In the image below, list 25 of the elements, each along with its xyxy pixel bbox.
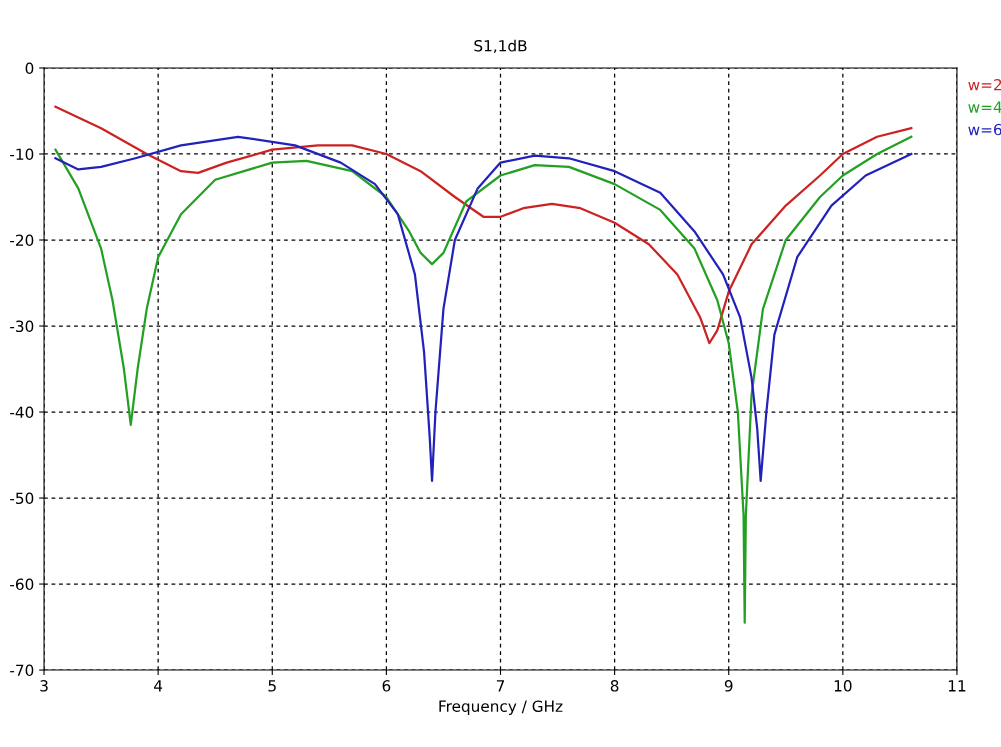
chart-title: S1,1dB [474, 39, 527, 54]
x-tick-label: 5 [268, 680, 276, 692]
y-tick-label: -70 [10, 664, 34, 677]
text: w=6 [968, 123, 1001, 136]
line-series [54, 105, 913, 345]
x-tick-label: 8 [610, 680, 619, 692]
text: w=2 [968, 78, 1001, 91]
y-tick-label: -40 [10, 406, 34, 419]
x-tick-label: 3 [40, 680, 48, 692]
y-tick-label: -60 [10, 578, 34, 591]
x-tick-label: 11 [948, 680, 966, 692]
line-series [54, 135, 913, 482]
x-axis-title: Frequency / GHz [439, 700, 563, 715]
y-tick-label: -20 [10, 234, 34, 247]
text: w=4 [968, 101, 1001, 113]
x-tick-label: 4 [154, 680, 163, 692]
y-tick-label: -50 [10, 492, 34, 505]
y-tick-label: -10 [10, 148, 34, 161]
x-tick-label: 9 [724, 680, 733, 692]
line-series [54, 135, 913, 624]
y-tick-label: 0 [25, 62, 34, 74]
y-tick-label: -30 [10, 320, 34, 333]
x-tick-label: 6 [382, 680, 391, 692]
x-tick-label: 7 [496, 680, 505, 692]
x-tick-label: 10 [834, 680, 852, 692]
